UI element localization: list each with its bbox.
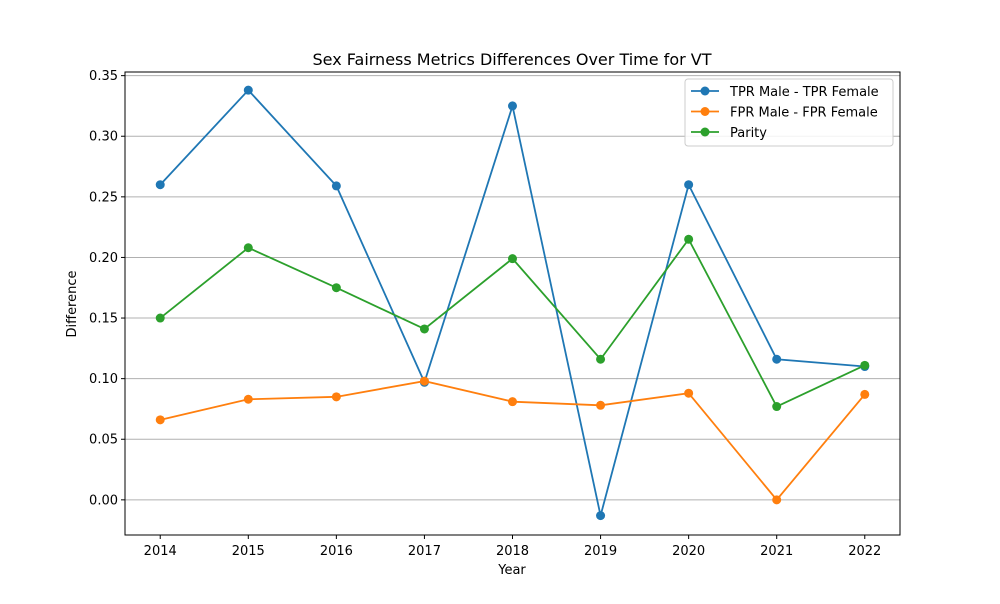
data-point [155, 415, 165, 425]
data-point [419, 324, 429, 334]
data-point [243, 394, 253, 404]
x-tick-label: 2020 [672, 544, 705, 559]
series-2 [155, 376, 870, 505]
legend-box [684, 78, 894, 147]
legend-marker [700, 86, 710, 96]
data-point [772, 495, 782, 505]
legend-label: Parity [730, 126, 767, 141]
data-point [684, 180, 694, 190]
legend-label: FPR Male - FPR Female [730, 106, 878, 121]
x-tick-label: 2017 [408, 544, 441, 559]
chart-title: Sex Fairness Metrics Differences Over Ti… [313, 50, 712, 69]
y-tick-label: 0.25 [89, 190, 118, 205]
legend-marker [700, 127, 710, 137]
x-tick-label: 2022 [848, 544, 881, 559]
data-point [596, 400, 606, 410]
data-point [243, 243, 253, 253]
legend-label: TPR Male - TPR Female [729, 85, 879, 100]
x-tick-label: 2015 [232, 544, 265, 559]
data-point [860, 360, 870, 370]
x-tick-label: 2019 [584, 544, 617, 559]
y-tick-label: 0.15 [89, 312, 118, 327]
y-tick-label: 0.30 [89, 130, 118, 145]
data-point [331, 181, 341, 191]
series-3 [155, 234, 870, 412]
legend-marker [700, 107, 710, 116]
y-axis: 0.00 0.05 0.10 0.15 0.20 0.25 0.30 0.35 [89, 69, 125, 508]
y-tick-label: 0.10 [89, 372, 118, 387]
data-point [155, 180, 165, 190]
data-point [508, 397, 517, 407]
x-tick-label: 2018 [496, 544, 529, 559]
x-tick-label: 2021 [760, 544, 793, 559]
data-point [331, 392, 341, 402]
y-axis-label: Difference [65, 270, 80, 337]
data-point [596, 511, 606, 521]
data-point [155, 313, 165, 323]
data-point [596, 354, 606, 364]
data-point [243, 85, 253, 95]
x-tick-label: 2014 [144, 544, 177, 559]
data-point [684, 388, 694, 398]
data-point [684, 234, 694, 244]
legend: TPR Male - TPR Female FPR Male - FPR Fema… [684, 78, 894, 147]
x-tick-label: 2016 [320, 544, 353, 559]
data-point [508, 254, 517, 264]
series-lines [155, 85, 870, 521]
data-point [419, 376, 429, 386]
y-tick-label: 0.05 [89, 433, 118, 448]
y-tick-label: 0.20 [89, 251, 118, 266]
series-line [159, 88, 865, 516]
x-axis: 2014 2015 2016 2017 2018 2019 2020 2021 2022 [144, 535, 881, 559]
data-point [508, 101, 517, 111]
y-tick-label: 0.00 [89, 493, 118, 508]
data-point [772, 354, 782, 364]
x-axis-label: Year [497, 563, 526, 578]
data-point [772, 402, 782, 412]
data-point [860, 389, 870, 399]
series-1 [155, 85, 870, 521]
data-point [331, 283, 341, 293]
y-tick-label: 0.35 [89, 69, 118, 84]
